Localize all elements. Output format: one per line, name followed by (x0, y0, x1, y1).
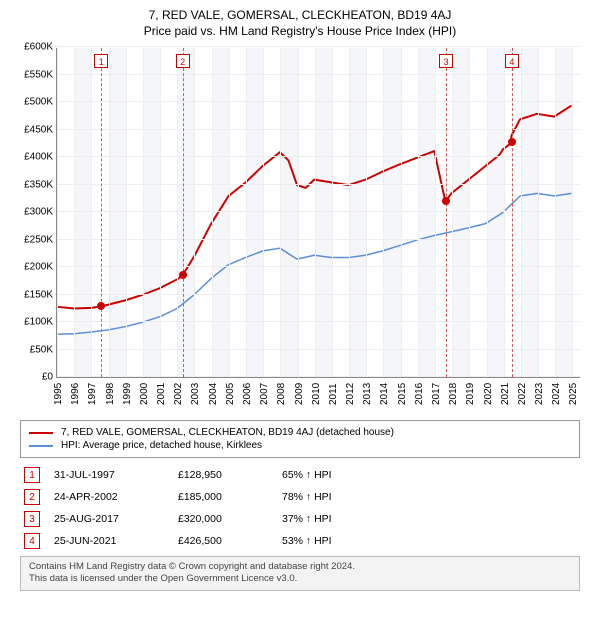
y-axis-label: £300K (24, 207, 53, 218)
sale-price: £426,500 (178, 535, 268, 547)
legend-label: HPI: Average price, detached house, Kirk… (61, 440, 262, 451)
sale-price: £128,950 (178, 469, 268, 481)
sale-row: 2 24-APR-2002 £185,000 78% ↑ HPI (20, 486, 580, 508)
x-axis-label: 2023 (534, 383, 545, 405)
y-axis-label: £200K (24, 262, 53, 273)
sale-date: 25-JUN-2021 (54, 535, 164, 547)
legend-label: 7, RED VALE, GOMERSAL, CLECKHEATON, BD19… (61, 427, 394, 438)
sale-number: 3 (24, 511, 40, 527)
x-axis-label: 2022 (517, 383, 528, 405)
legend-swatch (29, 432, 53, 434)
sale-table: 1 31-JUL-1997 £128,950 65% ↑ HPI 2 24-APR-200… (20, 464, 580, 552)
legend-swatch (29, 445, 53, 447)
x-axis-label: 2008 (276, 383, 287, 405)
sale-pct: 37% ↑ HPI (282, 513, 576, 525)
series-lines (57, 48, 580, 377)
x-axis-label: 2015 (397, 383, 408, 405)
x-axis-label: 2019 (465, 383, 476, 405)
x-axis-label: 2011 (328, 383, 339, 405)
footer-line-2: This data is licensed under the Open Gov… (29, 573, 571, 585)
x-axis-label: 2006 (242, 383, 253, 405)
legend: 7, RED VALE, GOMERSAL, CLECKHEATON, BD19… (20, 420, 580, 458)
sale-row: 1 31-JUL-1997 £128,950 65% ↑ HPI (20, 464, 580, 486)
sale-price: £185,000 (178, 491, 268, 503)
y-axis-label: £100K (24, 317, 53, 328)
sale-marker-1: 1 (94, 54, 108, 68)
sale-date: 25-AUG-2017 (54, 513, 164, 525)
x-axis-label: 2016 (414, 383, 425, 405)
sale-dot-4 (508, 138, 516, 146)
legend-row: HPI: Average price, detached house, Kirk… (29, 440, 571, 451)
y-axis-label: £50K (30, 344, 53, 355)
sale-number: 1 (24, 467, 40, 483)
sale-row: 3 25-AUG-2017 £320,000 37% ↑ HPI (20, 508, 580, 530)
x-axis-label: 2017 (431, 383, 442, 405)
y-axis-label: £150K (24, 289, 53, 300)
sale-marker-4: 4 (505, 54, 519, 68)
footer-line-1: Contains HM Land Registry data © Crown c… (29, 561, 571, 573)
x-axis-label: 2024 (551, 383, 562, 405)
x-axis-label: 2005 (225, 383, 236, 405)
chart-area: £0 £50K £100K £150K £200K £250K £300K £350K £400… (10, 44, 590, 414)
legend-row: 7, RED VALE, GOMERSAL, CLECKHEATON, BD19… (29, 427, 571, 438)
x-axis-label: 2002 (173, 383, 184, 405)
chart-title: 7, RED VALE, GOMERSAL, CLECKHEATON, BD19… (10, 8, 590, 22)
x-axis-label: 2007 (259, 383, 270, 405)
x-axis-label: 2014 (379, 383, 390, 405)
sale-number: 2 (24, 489, 40, 505)
sale-row: 4 25-JUN-2021 £426,500 53% ↑ HPI (20, 530, 580, 552)
x-axis-label: 2020 (483, 383, 494, 405)
sale-dot-3 (442, 197, 450, 205)
sale-date: 31-JUL-1997 (54, 469, 164, 481)
x-axis-label: 2009 (294, 383, 305, 405)
y-axis-label: £500K (24, 97, 53, 108)
sale-price: £320,000 (178, 513, 268, 525)
sale-pct: 65% ↑ HPI (282, 469, 576, 481)
y-axis-label: £400K (24, 152, 53, 163)
chart-subtitle: Price paid vs. HM Land Registry's House … (10, 24, 590, 38)
plot-region: £0£50K£100K£150K£200K£250K£300K£350K£400… (56, 48, 580, 378)
x-axis-label: 2003 (190, 383, 201, 405)
sale-dot-2 (179, 271, 187, 279)
sale-number: 4 (24, 533, 40, 549)
sale-dot-1 (97, 302, 105, 310)
y-axis-label: £250K (24, 234, 53, 245)
x-axis-label: 2018 (448, 383, 459, 405)
y-axis-label: £550K (24, 69, 53, 80)
sale-pct: 78% ↑ HPI (282, 491, 576, 503)
x-axis-label: 2010 (311, 383, 322, 405)
sale-marker-3: 3 (439, 54, 453, 68)
footer-attribution: Contains HM Land Registry data © Crown c… (20, 556, 580, 591)
y-axis-label: £600K (24, 42, 53, 53)
x-axis-label: 1999 (122, 383, 133, 405)
y-axis-label: £450K (24, 124, 53, 135)
x-axis-label: 2025 (568, 383, 579, 405)
x-axis-label: 2004 (208, 383, 219, 405)
x-axis-label: 2013 (362, 383, 373, 405)
x-axis-label: 1998 (105, 383, 116, 405)
x-axis-label: 1997 (87, 383, 98, 405)
x-axis-label: 2021 (500, 383, 511, 405)
x-axis-label: 2001 (156, 383, 167, 405)
x-axis-label: 1996 (70, 383, 81, 405)
y-axis-label: £0 (42, 372, 53, 383)
sale-marker-2: 2 (176, 54, 190, 68)
x-axis-label: 2012 (345, 383, 356, 405)
x-axis-label: 1995 (53, 383, 64, 405)
x-axis-label: 2000 (139, 383, 150, 405)
y-axis-label: £350K (24, 179, 53, 190)
sale-date: 24-APR-2002 (54, 491, 164, 503)
sale-pct: 53% ↑ HPI (282, 535, 576, 547)
